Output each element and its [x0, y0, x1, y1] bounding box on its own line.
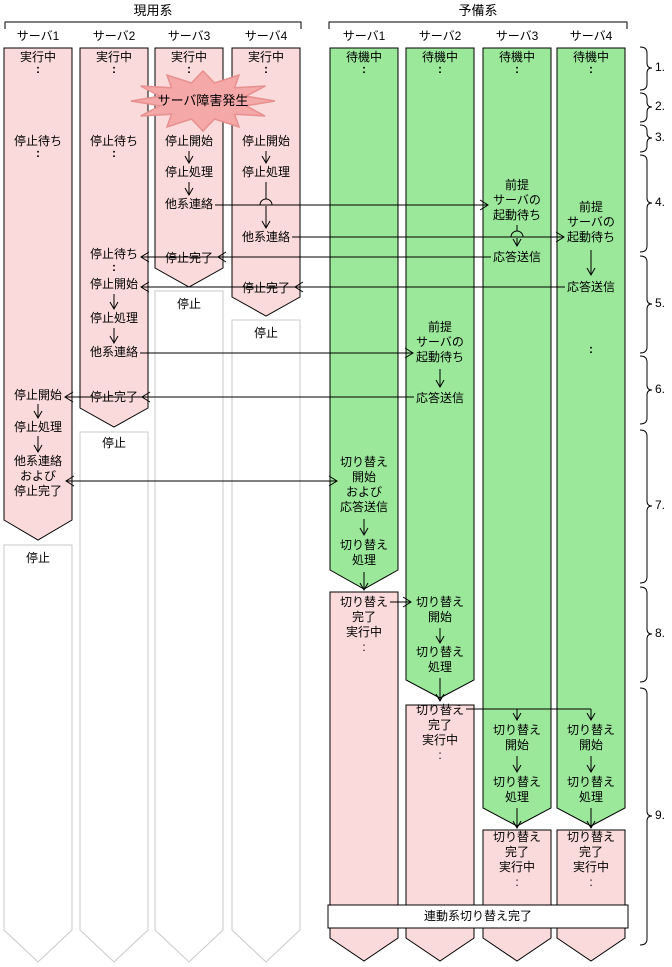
- msg-active2-contact-to-standby2: [140, 347, 414, 359]
- brace-step7: [639, 429, 653, 584]
- active2-lane: [79, 47, 149, 428]
- msg-standby1-to-standby2-switch: [390, 596, 412, 608]
- msg-standby2-reply-to-active: [64, 391, 414, 403]
- standby4-lane-tail: [556, 927, 626, 962]
- standby1-flow-arrows: [359, 519, 369, 592]
- msg-standby3-reply-to-active: [140, 251, 491, 263]
- brace-step6: [639, 355, 653, 425]
- standby3-flow-arrows: [510, 225, 524, 830]
- standby3-lane-tail: [482, 927, 552, 962]
- step-braces: [639, 46, 653, 946]
- standby3-lane: [482, 47, 552, 827]
- active3-flow-arrows: [184, 151, 194, 197]
- standby1-running-box: [329, 591, 399, 906]
- msg-active1-standby1-bidirectional: [65, 475, 338, 487]
- brace-step2: [639, 92, 653, 123]
- standby1-lane: [329, 47, 399, 590]
- active1-stopped-lane: [3, 544, 73, 963]
- active-group-bracket: [4, 21, 302, 29]
- standby4-running-box: [556, 829, 626, 906]
- standby2-lane-tail: [405, 927, 475, 962]
- active4-flow-arrows: [259, 151, 273, 230]
- msg-active4-contact-to-standby4: [292, 231, 565, 243]
- msg-active3-contact-to-standby3: [215, 199, 489, 211]
- brace-step3: [639, 124, 653, 153]
- brace-step5: [639, 255, 653, 354]
- active1-lane: [3, 47, 73, 541]
- active3-stopped-lane: [154, 290, 224, 963]
- active2-flow-arrows: [109, 294, 119, 345]
- standby3-running-box: [482, 829, 552, 906]
- standby4-flow-arrows: [586, 250, 596, 830]
- active4-stopped-lane: [231, 319, 301, 963]
- failure-burst-shape: [130, 69, 276, 133]
- active4-line-hop: [259, 198, 273, 206]
- brace-step1: [639, 46, 653, 91]
- standby1-lane-tail: [329, 927, 399, 962]
- linked-switchover-band: [327, 904, 629, 929]
- brace-step8: [639, 586, 653, 683]
- active2-stopped-lane: [79, 431, 149, 963]
- msg-standby4-reply-to-active: [140, 281, 565, 293]
- standby3-line-hop: [510, 230, 524, 238]
- standby4-lane: [556, 47, 626, 827]
- standby2-flow-arrows: [435, 369, 445, 703]
- active1-flow-arrows: [33, 404, 43, 454]
- brace-step9: [639, 687, 653, 946]
- standby2-running-box: [405, 704, 475, 906]
- standby-group-bracket: [328, 21, 628, 29]
- brace-step4: [639, 154, 653, 253]
